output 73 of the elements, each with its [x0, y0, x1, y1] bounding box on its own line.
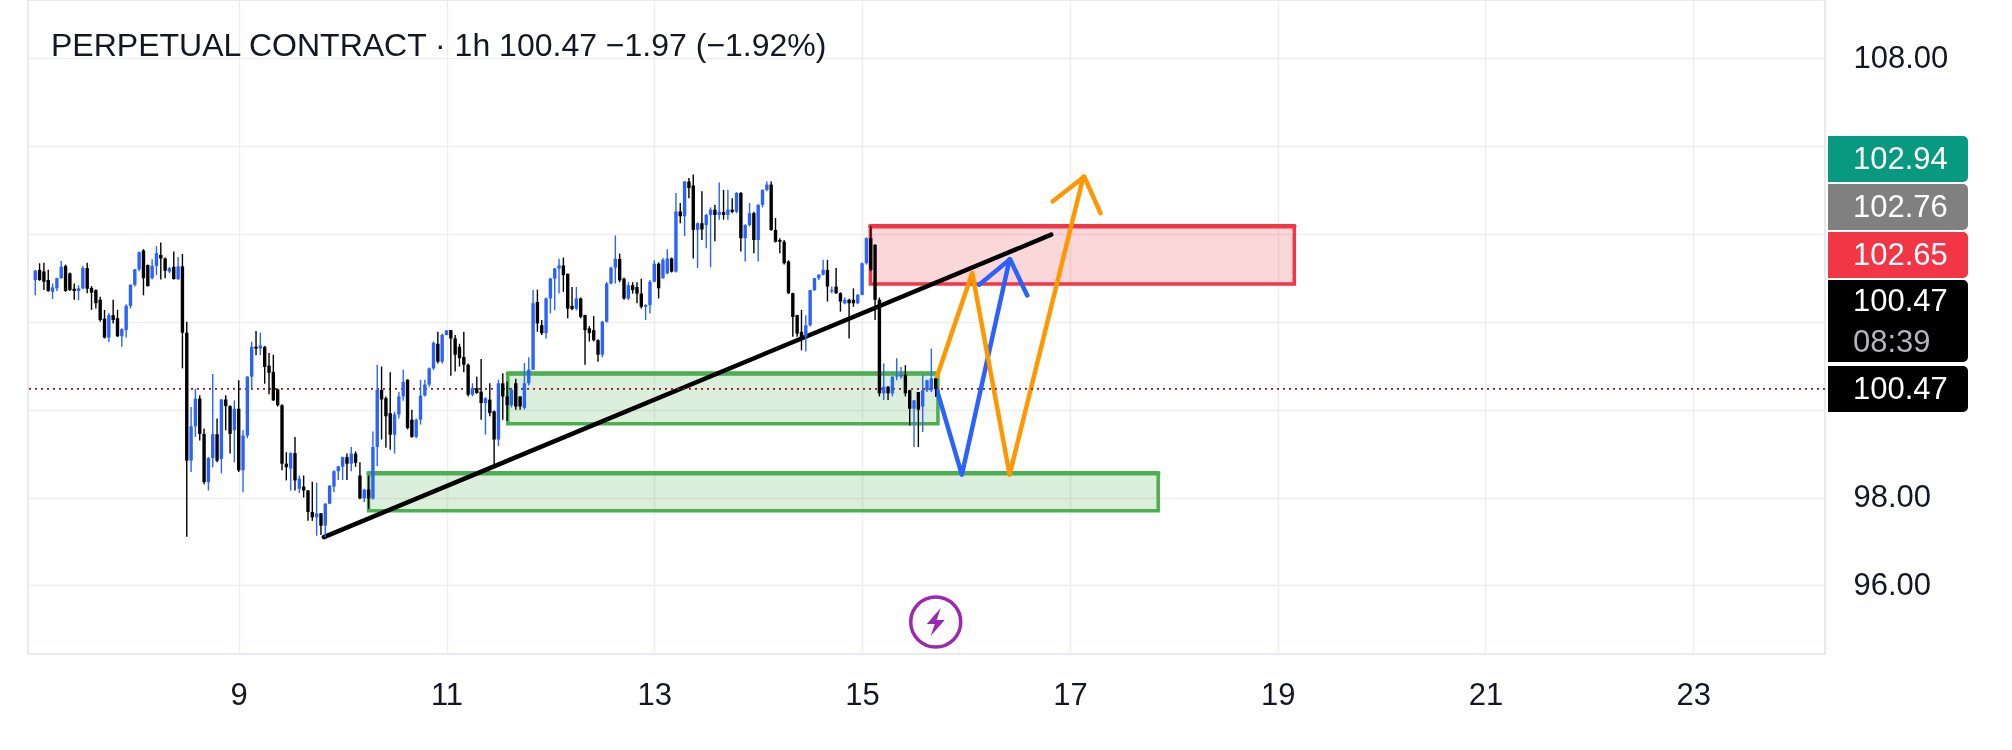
- candlestick: [514, 378, 518, 411]
- candlestick: [648, 279, 652, 315]
- candlestick: [397, 391, 401, 420]
- candlestick: [379, 365, 384, 441]
- candlestick: [747, 202, 752, 228]
- x-tick-label: 9: [230, 676, 248, 712]
- text: 102.65: [1828, 231, 1968, 278]
- candlestick: [678, 202, 682, 224]
- x-tick-label: 17: [1053, 676, 1088, 712]
- candlestick: [436, 331, 440, 365]
- candlestick: [479, 358, 483, 421]
- candlestick: [85, 262, 89, 294]
- candlestick: [695, 221, 700, 269]
- candlestick: [929, 347, 934, 393]
- candlestick: [483, 396, 488, 436]
- candlestick: [717, 181, 721, 221]
- candlestick: [388, 371, 392, 451]
- candlestick: [301, 474, 306, 499]
- candlestick: [107, 312, 111, 343]
- candlestick: [635, 281, 639, 304]
- y-tick-label: 108.00: [1853, 39, 1949, 75]
- x-tick-label: 19: [1260, 676, 1296, 712]
- x-tick-label: 21: [1468, 676, 1504, 712]
- candlestick: [920, 374, 925, 433]
- candlestick: [258, 332, 263, 356]
- x-tick-label: 11: [430, 676, 464, 712]
- candlestick: [453, 334, 457, 373]
- candlestick: [176, 256, 180, 281]
- candlestick: [42, 262, 46, 291]
- candlestick: [154, 245, 159, 276]
- candlestick: [314, 481, 319, 537]
- text: 08:39: [1828, 321, 1968, 362]
- candlestick: [557, 258, 561, 295]
- candlestick: [449, 329, 453, 377]
- candlestick: [713, 204, 717, 242]
- candlestick: [345, 452, 349, 481]
- candlestick: [847, 298, 851, 340]
- candlestick: [838, 291, 843, 313]
- candlestick: [821, 259, 825, 277]
- candlestick: [414, 417, 418, 439]
- candlestick: [150, 258, 154, 281]
- candlestick: [288, 451, 293, 492]
- text: 102.76: [1828, 183, 1968, 230]
- ref-line-label: 100.47: [1828, 365, 1968, 412]
- candlestick: [358, 461, 362, 500]
- text: 100.47: [1828, 279, 1968, 322]
- candlestick: [791, 292, 795, 338]
- candlestick: [254, 330, 258, 356]
- candlestick: [916, 391, 921, 448]
- candlestick: [912, 399, 916, 448]
- y-tick-label: 98.00: [1853, 479, 1932, 515]
- candlestick: [596, 338, 600, 363]
- candlestick: [899, 366, 903, 380]
- candlestick: [392, 411, 397, 455]
- text: 102.94: [1828, 135, 1968, 182]
- y-tick-label: 96.00: [1853, 566, 1932, 602]
- candlestick: [773, 217, 778, 244]
- text: PERPETUAL CONTRACT · 1h 100.47 −1.97 (−1.92%): [51, 27, 827, 63]
- candlestick: [661, 257, 665, 280]
- line-series: [934, 174, 1086, 477]
- candlestick: [505, 380, 509, 422]
- candlestick: [574, 286, 579, 311]
- x-tick-label: 15: [845, 676, 880, 712]
- x-tick-label: 13: [637, 676, 673, 712]
- candlestick: [834, 267, 838, 295]
- candlestick: [726, 189, 730, 221]
- candlestick: [306, 489, 310, 522]
- candlestick: [721, 189, 726, 221]
- candlestick: [81, 265, 85, 290]
- x-tick-label: 23: [1676, 676, 1711, 712]
- candlestick: [895, 357, 899, 381]
- candlestick: [700, 190, 704, 241]
- candlestick: [613, 234, 618, 285]
